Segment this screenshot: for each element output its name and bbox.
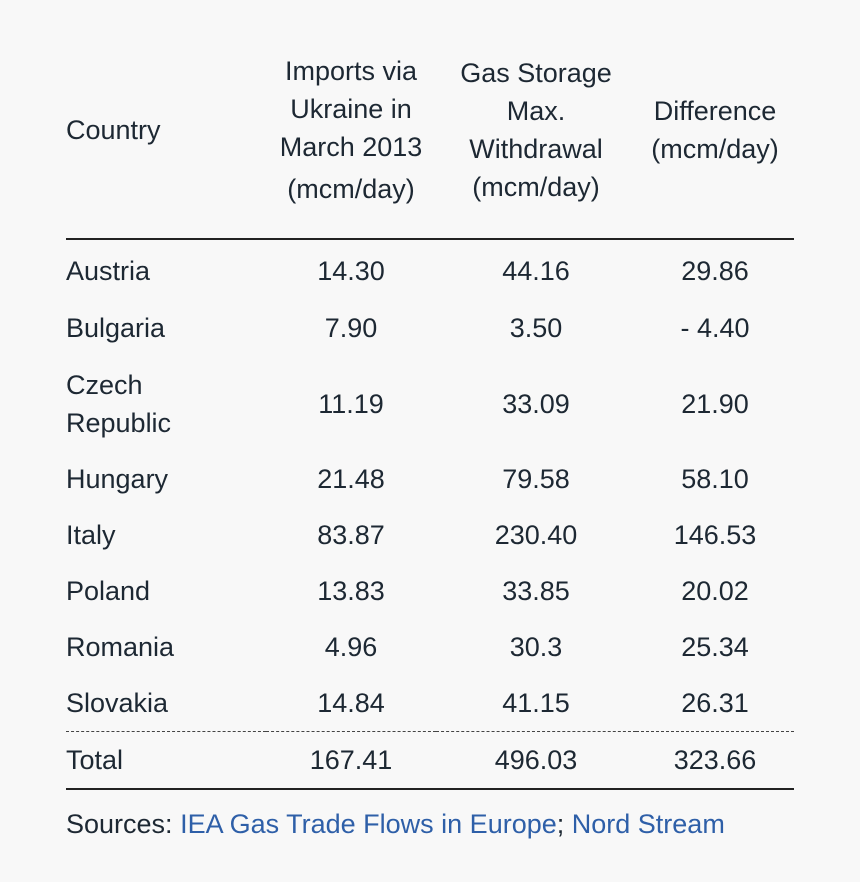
table-row: Italy 83.87 230.40 146.53 <box>66 507 794 563</box>
header-country-label: Country <box>66 115 161 145</box>
cell-storage: 79.58 <box>502 464 570 494</box>
cell-storage: 230.40 <box>494 520 578 550</box>
cell-difference: 26.31 <box>636 675 794 732</box>
sources-line: Sources: IEA Gas Trade Flows in Europe; … <box>66 805 725 843</box>
cell-country: Slovakia <box>66 675 266 732</box>
sources-prefix: Sources: <box>66 809 181 839</box>
table-row: Poland 13.83 33.85 20.02 <box>66 563 794 619</box>
total-label: Total <box>66 731 266 790</box>
header-imports: Imports via Ukraine in March 2013 (mcm/d… <box>266 30 436 240</box>
header-storage-unit: (mcm/day) <box>472 172 600 202</box>
header-storage: Gas Storage Max. Withdrawal (mcm/day) <box>436 30 636 240</box>
cell-difference: 58.10 <box>681 464 749 494</box>
nord-stream-link[interactable]: Nord Stream <box>571 809 725 839</box>
cell-country: Poland <box>66 576 151 606</box>
cell-difference: 146.53 <box>673 520 757 550</box>
cell-difference: 25.34 <box>681 632 749 662</box>
table-row: Austria 14.30 44.16 29.86 <box>66 239 794 300</box>
cell-imports: 14.30 <box>317 256 385 286</box>
table-row: Romania 4.96 30.3 25.34 <box>66 619 794 675</box>
header-country: Country <box>66 30 266 240</box>
cell-imports: 14.84 <box>266 675 436 732</box>
table-row: Czech Republic 11.19 33.09 21.90 <box>66 356 794 451</box>
cell-imports: 13.83 <box>317 576 385 606</box>
table-header-row: Country Imports via Ukraine in March 201… <box>66 30 794 240</box>
cell-difference: 20.02 <box>681 576 749 606</box>
header-imports-label: Imports via Ukraine in March 2013 <box>279 56 423 162</box>
gas-table: Country Imports via Ukraine in March 201… <box>66 30 794 790</box>
cell-difference: 29.86 <box>681 256 749 286</box>
cell-difference: - 4.40 <box>680 313 750 343</box>
iea-gas-trade-link[interactable]: IEA Gas Trade Flows in Europe <box>180 809 557 839</box>
cell-country: Hungary <box>66 464 169 494</box>
cell-imports: 83.87 <box>317 520 385 550</box>
table-row: Bulgaria 7.90 3.50 - 4.40 <box>66 300 794 356</box>
header-difference-unit: (mcm/day) <box>651 134 779 164</box>
cell-storage: 30.3 <box>509 632 563 662</box>
header-difference-label: Difference <box>653 96 777 126</box>
total-storage: 496.03 <box>436 731 636 790</box>
header-storage-label: Gas Storage Max. Withdrawal <box>460 58 612 164</box>
total-imports: 167.41 <box>266 731 436 790</box>
cell-country: Bulgaria <box>66 313 166 343</box>
cell-storage: 3.50 <box>509 313 563 343</box>
cell-storage: 33.85 <box>502 576 570 606</box>
cell-storage: 41.15 <box>436 675 636 732</box>
header-difference: Difference (mcm/day) <box>636 30 794 240</box>
header-imports-unit: (mcm/day) <box>287 174 415 204</box>
cell-imports: 7.90 <box>324 313 378 343</box>
table-row: Slovakia 14.84 41.15 26.31 <box>66 675 794 732</box>
gas-table-container: Country Imports via Ukraine in March 201… <box>66 30 794 790</box>
table-row: Hungary 21.48 79.58 58.10 <box>66 451 794 507</box>
cell-country: Austria <box>66 256 151 286</box>
cell-country: Czech Republic <box>66 369 172 438</box>
cell-imports: 11.19 <box>318 388 384 419</box>
cell-imports: 4.96 <box>324 632 378 662</box>
sources-separator: ; <box>556 809 572 839</box>
cell-difference: 21.90 <box>681 388 749 419</box>
cell-storage: 33.09 <box>502 388 570 419</box>
cell-country: Italy <box>66 520 116 550</box>
cell-country: Romania <box>66 632 175 662</box>
table-total-row: Total 167.41 496.03 323.66 <box>66 731 794 790</box>
cell-storage: 44.16 <box>502 256 570 286</box>
cell-imports: 21.48 <box>317 464 385 494</box>
total-difference: 323.66 <box>636 731 794 790</box>
